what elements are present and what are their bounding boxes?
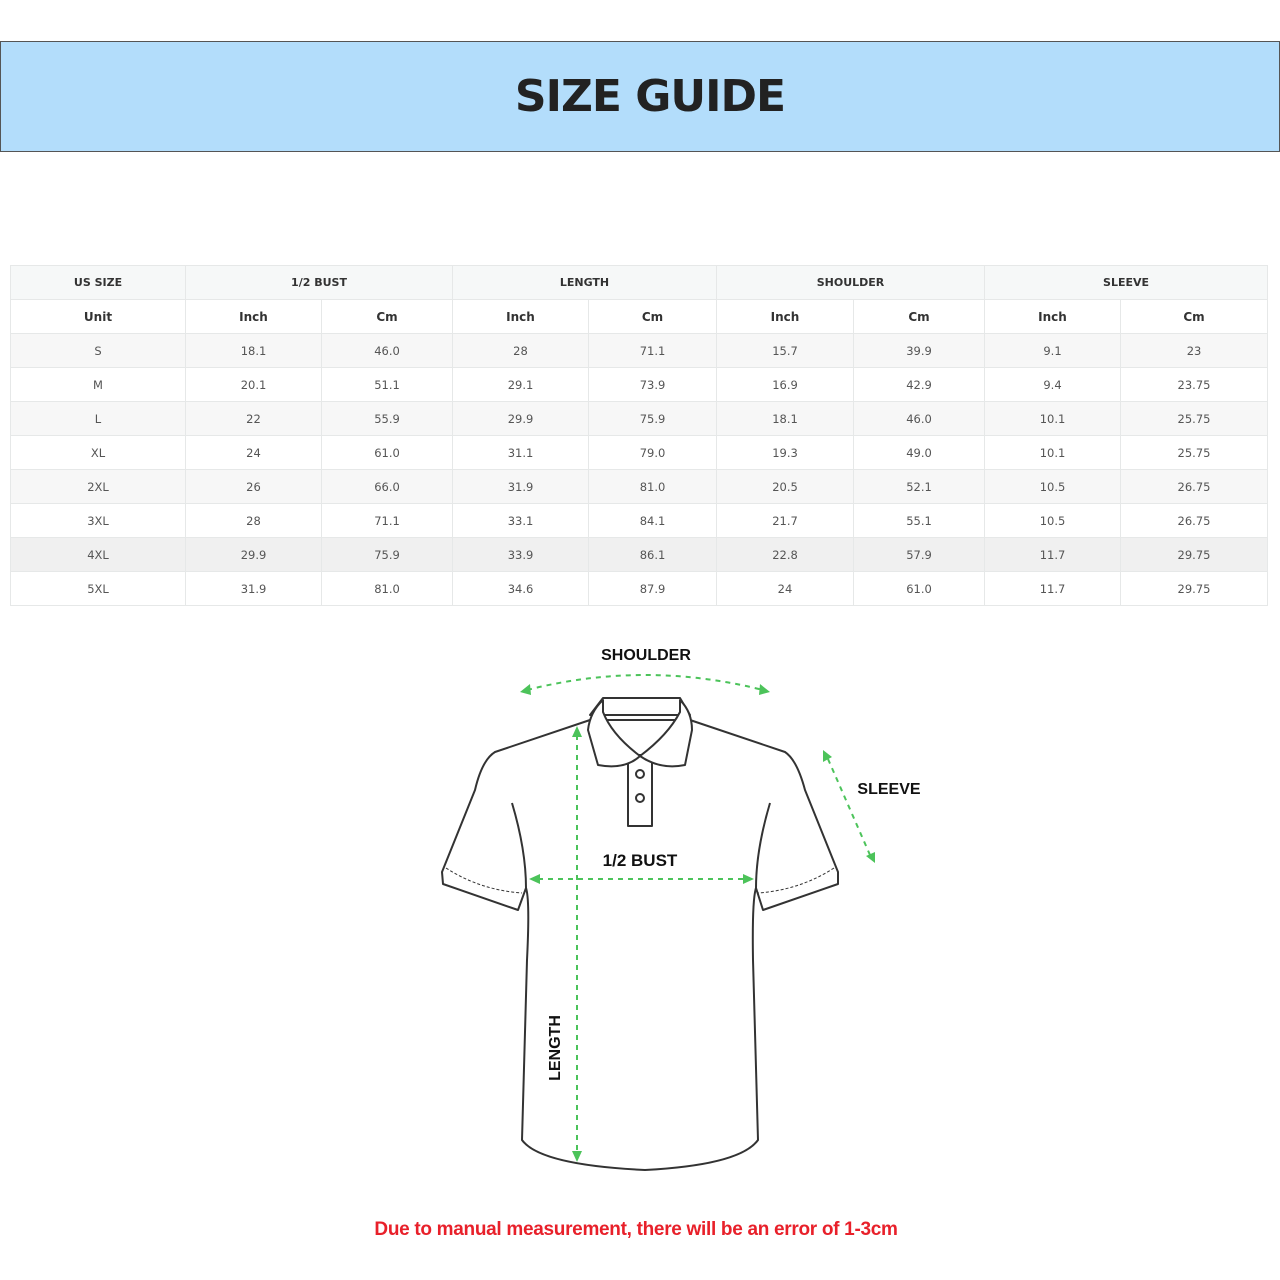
value-cell: 87.9	[588, 571, 717, 606]
unit-header: Cm	[1120, 299, 1269, 334]
value-cell: 28	[452, 333, 589, 368]
value-cell: 10.1	[984, 401, 1122, 436]
value-cell: 73.9	[588, 367, 717, 402]
table-row: S 18.1 46.0 28 71.1 15.7 39.9 9.1 23	[10, 333, 1269, 368]
table-row: XL 24 61.0 31.1 79.0 19.3 49.0 10.1 25.75	[10, 435, 1269, 470]
value-cell: 9.1	[984, 333, 1122, 368]
size-cell: 2XL	[10, 469, 186, 504]
arrow-head-icon	[572, 1151, 582, 1162]
value-cell: 26.75	[1120, 469, 1269, 504]
value-cell: 29.9	[452, 401, 589, 436]
bust-label: 1/2 BUST	[602, 851, 678, 870]
table-row: L 22 55.9 29.9 75.9 18.1 46.0 10.1 25.75	[10, 401, 1269, 436]
value-cell: 9.4	[984, 367, 1122, 402]
sleeve-label: SLEEVE	[857, 781, 921, 798]
value-cell: 31.9	[185, 571, 322, 606]
value-cell: 26	[185, 469, 322, 504]
value-cell: 23	[1120, 333, 1269, 368]
value-cell: 55.1	[852, 503, 986, 538]
value-cell: 46.0	[321, 333, 453, 368]
left-armhole	[511, 802, 527, 889]
arrow-head-icon	[866, 852, 875, 863]
value-cell: 24	[185, 435, 322, 470]
size-cell: S	[10, 333, 186, 368]
table-row: 4XL 29.9 75.9 33.9 86.1 22.8 57.9 11.7 29.75	[10, 537, 1269, 572]
size-cell: 4XL	[10, 537, 186, 572]
value-cell: 61.0	[852, 571, 986, 606]
arrow-head-icon	[743, 874, 754, 884]
arrow-head-icon	[823, 750, 832, 762]
value-cell: 20.5	[716, 469, 854, 504]
size-cell: 5XL	[10, 571, 186, 606]
value-cell: 18.1	[185, 333, 322, 368]
value-cell: 84.1	[588, 503, 717, 538]
value-cell: 55.9	[321, 401, 453, 436]
value-cell: 29.1	[452, 367, 589, 402]
right-armhole	[755, 802, 771, 889]
value-cell: 71.1	[321, 503, 453, 538]
value-cell: 29.75	[1120, 537, 1269, 572]
shoulder-arrow	[526, 674, 764, 691]
collar-right	[639, 699, 693, 768]
group-header: LENGTH	[452, 265, 717, 300]
value-cell: 75.9	[588, 401, 717, 436]
value-cell: 34.6	[452, 571, 589, 606]
arrow-head-icon	[759, 684, 770, 695]
table-row: 2XL 26 66.0 31.9 81.0 20.5 52.1 10.5 26.75	[10, 469, 1269, 504]
shoulder-label: SHOULDER	[601, 647, 691, 664]
right-sleeve-cuff	[757, 867, 835, 894]
page-title: SIZE GUIDE	[514, 71, 786, 122]
length-label: LENGTH	[547, 1015, 564, 1081]
value-cell: 26.75	[1120, 503, 1269, 538]
value-cell: 22	[185, 401, 322, 436]
arrow-head-icon	[572, 726, 582, 737]
value-cell: 61.0	[321, 435, 453, 470]
unit-header: Unit	[10, 299, 186, 334]
value-cell: 75.9	[321, 537, 453, 572]
value-cell: 21.7	[716, 503, 854, 538]
sleeve-arrow	[827, 758, 871, 856]
table-row: 5XL 31.9 81.0 34.6 87.9 24 61.0 11.7 29.75	[10, 571, 1269, 606]
arrow-head-icon	[529, 874, 540, 884]
value-cell: 11.7	[984, 537, 1122, 572]
value-cell: 28	[185, 503, 322, 538]
group-header-row: US SIZE 1/2 BUST LENGTH SHOULDER SLEEVE	[10, 265, 1269, 300]
unit-header-row: Unit Inch Cm Inch Cm Inch Cm Inch Cm	[10, 299, 1269, 334]
size-table: US SIZE 1/2 BUST LENGTH SHOULDER SLEEVE Unit I…	[10, 265, 1269, 606]
value-cell: 39.9	[852, 333, 986, 368]
value-cell: 23.75	[1120, 367, 1269, 402]
placket	[627, 754, 653, 827]
group-header: SLEEVE	[984, 265, 1269, 300]
title-banner: SIZE GUIDE	[0, 41, 1280, 152]
left-sleeve-cuff	[445, 867, 523, 894]
value-cell: 33.9	[452, 537, 589, 572]
value-cell: 52.1	[852, 469, 986, 504]
button-icon	[635, 769, 645, 779]
value-cell: 71.1	[588, 333, 717, 368]
value-cell: 29.75	[1120, 571, 1269, 606]
collar-left	[587, 699, 641, 768]
shirt-body	[441, 719, 839, 1171]
unit-header: Cm	[321, 299, 453, 334]
value-cell: 11.7	[984, 571, 1122, 606]
value-cell: 46.0	[852, 401, 986, 436]
collar-back	[589, 697, 691, 716]
measurement-note: Due to manual measurement, there will be…	[374, 1219, 898, 1240]
size-cell: 3XL	[10, 503, 186, 538]
table-row: 3XL 28 71.1 33.1 84.1 21.7 55.1 10.5 26.75	[10, 503, 1269, 538]
value-cell: 25.75	[1120, 435, 1269, 470]
value-cell: 15.7	[716, 333, 854, 368]
size-cell: L	[10, 401, 186, 436]
value-cell: 24	[716, 571, 854, 606]
group-header: 1/2 BUST	[185, 265, 453, 300]
unit-header: Cm	[852, 299, 986, 334]
value-cell: 57.9	[852, 537, 986, 572]
group-header: SHOULDER	[715, 265, 986, 300]
value-cell: 18.1	[716, 401, 854, 436]
arrow-head-icon	[520, 684, 531, 695]
button-icon	[635, 793, 645, 803]
value-cell: 66.0	[321, 469, 453, 504]
value-cell: 22.8	[716, 537, 854, 572]
